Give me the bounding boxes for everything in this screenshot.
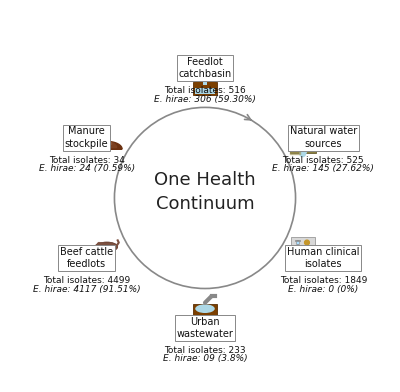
FancyBboxPatch shape	[195, 88, 215, 94]
Text: Beef cattle
feedlots: Beef cattle feedlots	[60, 247, 113, 269]
FancyBboxPatch shape	[290, 139, 316, 153]
Text: E. hirae: 09 (3.8%): E. hirae: 09 (3.8%)	[163, 354, 247, 363]
FancyBboxPatch shape	[193, 304, 217, 315]
Polygon shape	[102, 140, 112, 144]
Circle shape	[205, 76, 215, 85]
Text: Total isolates: 4499: Total isolates: 4499	[43, 276, 130, 285]
FancyBboxPatch shape	[203, 81, 207, 85]
Text: Feedlot
catchbasin: Feedlot catchbasin	[178, 57, 232, 79]
Text: Total isolates: 1849: Total isolates: 1849	[280, 276, 367, 285]
FancyBboxPatch shape	[193, 82, 217, 95]
Text: Natural water
sources: Natural water sources	[290, 127, 357, 149]
Polygon shape	[97, 142, 117, 147]
FancyBboxPatch shape	[291, 237, 315, 259]
Text: Total isolates: 233: Total isolates: 233	[164, 346, 246, 355]
Ellipse shape	[195, 304, 215, 313]
Text: Total isolates: 34: Total isolates: 34	[49, 156, 125, 165]
Text: E. hirae: 145 (27.62%): E. hirae: 145 (27.62%)	[272, 164, 374, 173]
Text: One Health
Continuum: One Health Continuum	[154, 171, 256, 213]
FancyBboxPatch shape	[296, 241, 299, 244]
Text: Manure
stockpile: Manure stockpile	[65, 127, 108, 149]
Polygon shape	[92, 142, 122, 149]
Text: E. hirae: 4117 (91.51%): E. hirae: 4117 (91.51%)	[33, 285, 140, 294]
Circle shape	[304, 240, 309, 245]
Text: E. hirae: 306 (59.30%): E. hirae: 306 (59.30%)	[154, 95, 256, 104]
Ellipse shape	[94, 248, 102, 254]
Circle shape	[195, 76, 205, 85]
Text: Urban
wastewater: Urban wastewater	[176, 317, 234, 339]
Text: Human clinical
isolates: Human clinical isolates	[287, 247, 360, 269]
Text: E. hirae: 24 (70.59%): E. hirae: 24 (70.59%)	[39, 164, 135, 173]
Text: Total isolates: 525: Total isolates: 525	[282, 156, 364, 165]
Text: E. hirae: 0 (0%): E. hirae: 0 (0%)	[288, 285, 358, 294]
Text: Total isolates: 516: Total isolates: 516	[164, 86, 246, 95]
FancyBboxPatch shape	[293, 247, 299, 258]
Ellipse shape	[96, 242, 118, 252]
